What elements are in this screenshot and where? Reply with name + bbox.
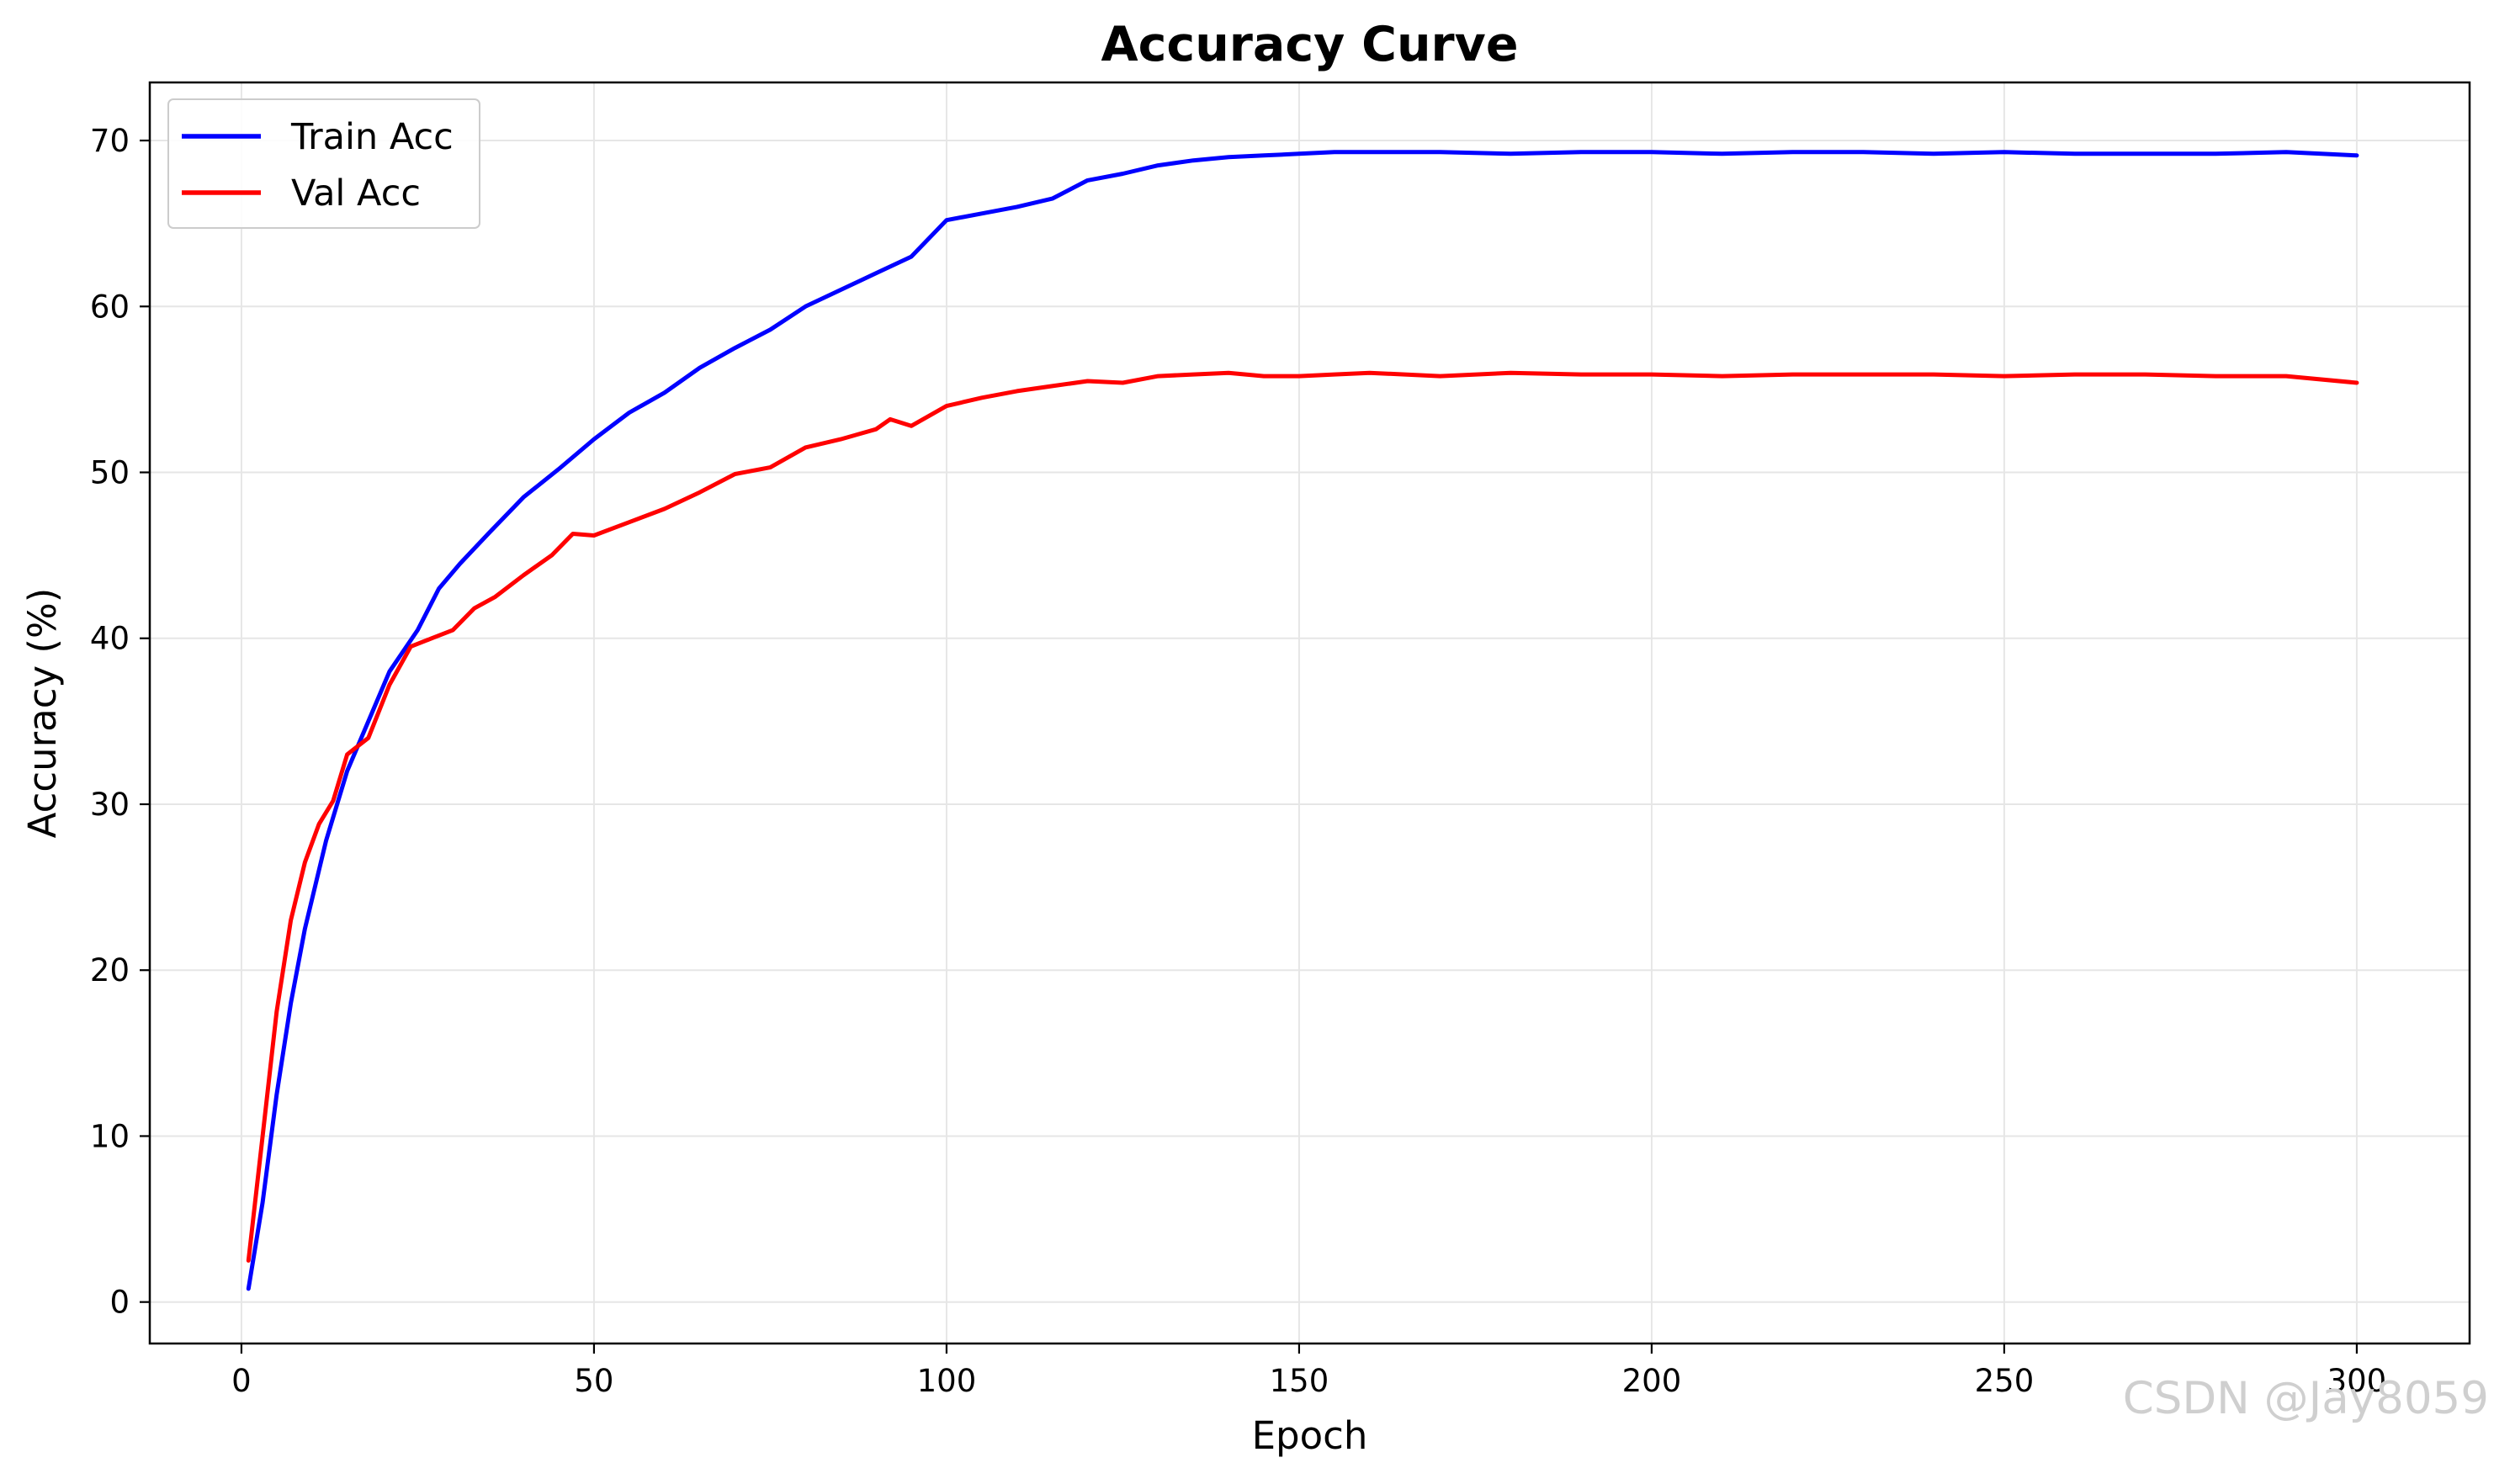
legend-label-val-acc: Val Acc — [291, 172, 421, 215]
x-tick-label: 50 — [574, 1363, 613, 1399]
series-line-val-acc — [246, 370, 2359, 1263]
y-tick-label: 0 — [109, 1285, 130, 1321]
x-tick-label: 300 — [2327, 1363, 2387, 1399]
axis-ticks: 0 50 100 150 200 250 300 0 10 20 30 40 50 60 70 — [90, 123, 2386, 1399]
x-tick-label: 0 — [231, 1363, 252, 1399]
x-axis-label: Epoch — [1252, 1413, 1368, 1458]
legend: Train Acc Val Acc — [167, 98, 480, 229]
plot-frame — [148, 81, 2471, 1345]
x-tick-label: 100 — [917, 1363, 977, 1399]
y-tick-label: 60 — [90, 289, 130, 325]
legend-box — [167, 98, 480, 229]
y-tick-label: 40 — [90, 621, 130, 657]
x-tick-label: 200 — [1622, 1363, 1682, 1399]
grid-lines — [150, 82, 2470, 1344]
series-line-train-acc — [246, 150, 2359, 1291]
y-tick-label: 20 — [90, 952, 130, 988]
x-tick-label: 250 — [1975, 1363, 2035, 1399]
chart-title: Accuracy Curve — [1101, 17, 1519, 72]
x-tick-label: 150 — [1270, 1363, 1329, 1399]
y-tick-label: 30 — [90, 787, 130, 823]
y-tick-label: 70 — [90, 123, 130, 159]
y-axis-label: Accuracy (%) — [20, 588, 65, 839]
watermark: CSDN @Jay8059 — [2123, 1373, 2489, 1424]
legend-label-train-acc: Train Acc — [290, 116, 454, 158]
series-lines — [246, 150, 2359, 1291]
y-tick-label: 10 — [90, 1118, 130, 1154]
y-tick-label: 50 — [90, 455, 130, 491]
